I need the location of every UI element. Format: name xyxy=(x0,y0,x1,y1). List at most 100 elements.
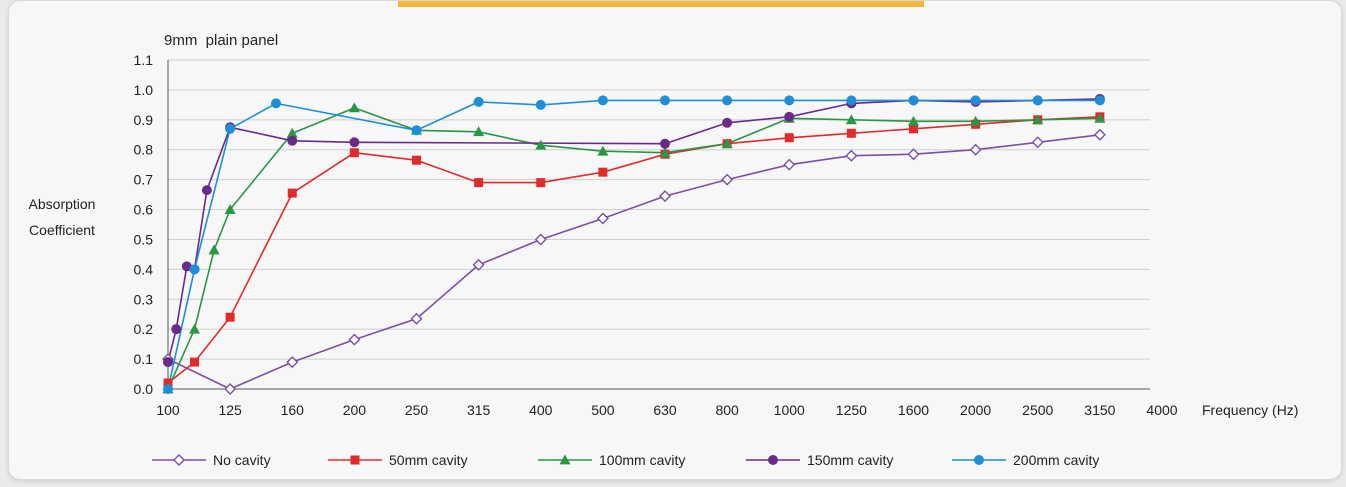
legend-label: 150mm cavity xyxy=(807,452,893,468)
y-tick-label: 0.4 xyxy=(134,261,154,277)
series-line-3 xyxy=(167,98,1100,363)
y-tick-label: 0.3 xyxy=(134,291,154,307)
data-point xyxy=(287,135,298,146)
legend-marker xyxy=(350,455,360,465)
legend-label: No cavity xyxy=(213,452,271,468)
y-tick-label: 0.0 xyxy=(134,381,154,397)
data-point xyxy=(473,126,485,137)
data-point xyxy=(536,178,546,188)
data-point xyxy=(970,115,982,126)
data-point xyxy=(474,178,484,188)
data-point xyxy=(171,324,182,335)
legend-label: 100mm cavity xyxy=(599,452,685,468)
data-point xyxy=(969,143,982,156)
data-point xyxy=(286,356,299,369)
data-point xyxy=(163,357,173,368)
y-tick-label: 0.6 xyxy=(134,202,154,218)
data-point xyxy=(784,95,795,106)
series-line-4 xyxy=(167,99,1100,390)
y-tick-label: 1.0 xyxy=(134,82,154,98)
legend-marker xyxy=(974,455,984,465)
grid xyxy=(168,59,1150,360)
data-point xyxy=(660,95,670,106)
series-line-1 xyxy=(167,116,1100,384)
x-tick-label: 250 xyxy=(405,402,429,418)
legend-label: 200mm cavity xyxy=(1013,452,1099,468)
data-point xyxy=(845,114,857,125)
data-point xyxy=(1093,128,1106,141)
data-point xyxy=(784,111,795,122)
data-point xyxy=(907,148,920,161)
data-point xyxy=(970,95,981,106)
data-point xyxy=(348,333,361,346)
x-tick-label: 200 xyxy=(343,402,367,418)
x-tick-label: 1600 xyxy=(898,402,929,418)
data-point xyxy=(208,244,220,255)
data-point xyxy=(845,149,858,162)
x-tick-label: 630 xyxy=(653,402,677,418)
data-point xyxy=(721,173,734,186)
data-point xyxy=(349,148,359,158)
data-point xyxy=(784,133,794,143)
x-tick-label: 500 xyxy=(591,402,615,418)
data-point xyxy=(472,258,485,271)
x-tick-label: 100 xyxy=(156,402,180,418)
legend-label: 50mm cavity xyxy=(389,452,468,468)
data-point xyxy=(1094,112,1106,123)
series-lines xyxy=(167,98,1100,390)
data-point xyxy=(597,95,608,106)
x-tick-label: 4000 xyxy=(1146,402,1177,418)
data-point xyxy=(224,204,236,214)
x-tick-label: 400 xyxy=(529,402,553,418)
chart-title: 9mm plain panel xyxy=(164,32,278,49)
data-point xyxy=(1032,114,1044,125)
data-point xyxy=(660,138,670,149)
data-point xyxy=(597,145,609,156)
data-point xyxy=(1031,136,1044,149)
data-point xyxy=(181,261,192,272)
data-point xyxy=(189,264,200,275)
y-tick-label: 0.1 xyxy=(134,351,154,367)
series-markers xyxy=(162,93,1106,395)
data-point xyxy=(535,99,546,110)
data-point xyxy=(535,139,547,150)
data-point xyxy=(908,115,919,126)
data-point xyxy=(596,212,609,225)
data-point xyxy=(659,147,671,158)
y-tick-label: 0.7 xyxy=(134,172,154,188)
data-point xyxy=(473,96,484,107)
x-axis-label: Frequency (Hz) xyxy=(1202,402,1298,418)
axes xyxy=(167,60,1150,390)
data-point xyxy=(846,128,856,138)
y-tick-label: 0.8 xyxy=(134,142,154,158)
legend-marker xyxy=(559,454,571,465)
x-tick-label: 1000 xyxy=(774,402,805,418)
data-point xyxy=(163,378,173,388)
y-axis-label-line-1: Absorption xyxy=(29,196,96,212)
legend-marker xyxy=(768,455,778,465)
x-tick-label: 2500 xyxy=(1022,402,1053,418)
x-tick-labels: 100 125 160 200 250 315 400 500 630 800 1000 1250 16… xyxy=(156,402,1177,418)
x-tick-label: 800 xyxy=(715,402,739,418)
data-point xyxy=(659,190,671,203)
data-point xyxy=(1094,95,1105,106)
data-point xyxy=(1032,95,1043,106)
data-point xyxy=(909,124,918,134)
x-tick-label: 315 xyxy=(467,402,491,418)
data-point xyxy=(721,138,733,149)
data-point xyxy=(271,98,282,109)
y-tick-label: 0.5 xyxy=(134,231,154,247)
x-tick-label: 160 xyxy=(281,402,305,418)
data-point xyxy=(225,312,235,322)
data-point xyxy=(348,102,360,113)
legend-marker xyxy=(173,454,185,466)
data-point xyxy=(598,167,608,177)
x-tick-label: 3150 xyxy=(1084,402,1115,418)
series-line-2 xyxy=(167,107,1100,390)
data-point xyxy=(722,117,733,128)
data-point xyxy=(783,158,796,171)
data-point xyxy=(349,137,360,148)
data-point xyxy=(908,95,919,106)
data-point xyxy=(225,123,236,134)
